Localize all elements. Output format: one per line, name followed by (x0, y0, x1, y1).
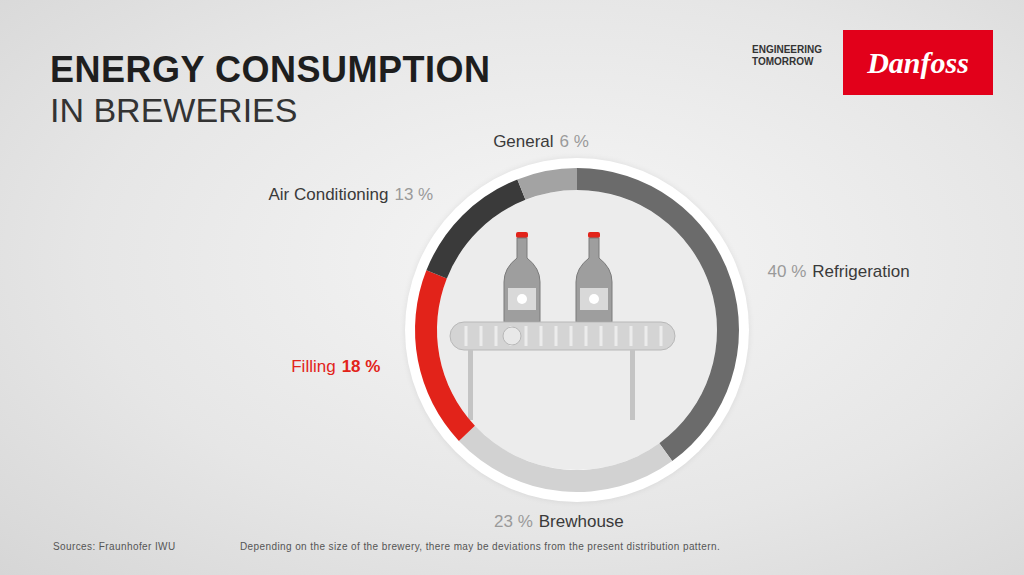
html-text:ENERGY CONSUMPTION: ENERGY CONSUMPTION (50, 49, 491, 90)
svg-text:23 %Brewhouse: 23 %Brewhouse (494, 512, 624, 531)
html-text:IN BREWERIES: IN BREWERIES (50, 91, 298, 129)
html-text:Danfoss: Danfoss (867, 45, 969, 79)
svg-text:40 %Refrigeration: 40 %Refrigeration (768, 261, 910, 280)
svg-text:Filling18 %: Filling18 % (291, 356, 380, 375)
svg-text:Air Conditioning13 %: Air Conditioning13 % (268, 185, 433, 204)
html-text:ENGINEERING TOMORROW: ENGINEERING TOMORROW (752, 44, 822, 67)
html-text:Sources: Fraunhofer IWU: Sources: Fraunhofer IWU (53, 541, 176, 552)
html-text:Depending on the size of the b: Depending on the size of the brewery, th… (240, 541, 721, 552)
svg-text:General6 %: General6 % (493, 132, 589, 151)
